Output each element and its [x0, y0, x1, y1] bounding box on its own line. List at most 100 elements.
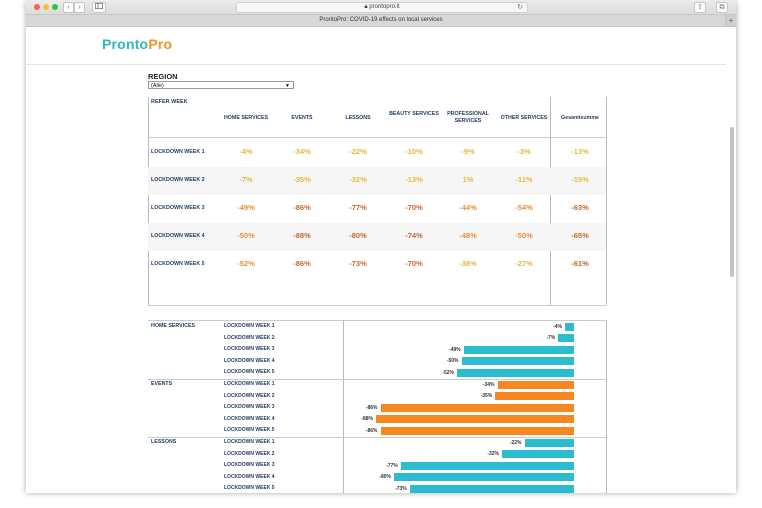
chart-week-label: LOCKDOWN WEEK 4: [224, 415, 275, 422]
column-header: LESSONS: [345, 115, 371, 121]
chart-data-label: -73%: [395, 485, 407, 492]
table-cell: -61%: [571, 259, 589, 268]
scrollbar[interactable]: [730, 127, 734, 277]
table-header-divider: [148, 137, 606, 138]
chart-bar: [524, 438, 574, 447]
table-cell: -50%: [237, 231, 255, 240]
table-cell: -74%: [405, 231, 423, 240]
chart-top-border: [148, 320, 606, 321]
chart-data-label: -4%: [553, 323, 562, 330]
reload-icon[interactable]: ↻: [517, 4, 523, 11]
chart-week-label: LOCKDOWN WEEK 5: [224, 369, 275, 376]
chart-bar: [380, 426, 574, 435]
chart-week-label: LOCKDOWN WEEK 2: [224, 334, 275, 341]
table-cell: -50%: [515, 231, 533, 240]
tab-bar: ProntoPro: COVID-19 effects on local ser…: [26, 15, 736, 27]
chart-bar: [376, 415, 574, 424]
table-cell: -52%: [237, 259, 255, 268]
chart-bar: [502, 450, 574, 459]
chart-data-label: -35%: [480, 393, 493, 400]
table-corner-header: REFER WEEK: [151, 99, 188, 105]
chart-week-label: LOCKDOWN WEEK 5: [224, 427, 275, 434]
chart-bar: [394, 473, 574, 482]
chart-data-label: -34%: [482, 381, 495, 388]
table-row-background: [148, 223, 606, 251]
chart-category-label: EVENTS: [151, 381, 173, 387]
table-cell: -54%: [515, 203, 533, 212]
table-cell: -88%: [293, 231, 311, 240]
address-bar[interactable]: 🔒︎ prontopro.it ↻: [236, 2, 528, 13]
prontopro-logo[interactable]: ProntoPro: [102, 36, 172, 52]
column-header: Gesamtsumme: [561, 115, 599, 121]
chart-week-label: LOCKDOWN WEEK 4: [224, 473, 275, 480]
chart-data-label: -52%: [442, 369, 454, 376]
chart-axis-divider: [343, 320, 344, 493]
chart-week-label: LOCKDOWN WEEK 2: [224, 450, 275, 457]
lock-icon: 🔒︎: [364, 4, 370, 10]
table-cell: -35%: [293, 175, 311, 184]
chart-right-border: [606, 320, 607, 493]
chart-bar: [461, 357, 574, 366]
forward-button[interactable]: ›: [74, 2, 85, 13]
minimize-window-button[interactable]: [43, 4, 49, 10]
chart-week-label: LOCKDOWN WEEK 3: [224, 404, 275, 411]
chart-data-label: -22%: [509, 439, 522, 446]
region-label: REGION: [148, 72, 178, 81]
region-value: (Alle): [151, 83, 164, 89]
column-header: OTHER SERVICES: [500, 115, 548, 121]
table-cell: -48%: [459, 231, 477, 240]
table-cell: -70%: [405, 259, 423, 268]
chart-week-label: LOCKDOWN WEEK 1: [224, 323, 275, 329]
table-cell: -27%: [515, 259, 533, 268]
zoom-window-button[interactable]: [52, 4, 58, 10]
chart-data-label: -32%: [487, 451, 499, 458]
column-header: HOME SERVICES: [223, 115, 269, 121]
column-header: PROFESSIONAL SERVICES: [447, 111, 489, 124]
table-cell: -3%: [517, 147, 531, 156]
logo-part-1: Pronto: [102, 36, 149, 52]
chart-bar: [409, 484, 574, 493]
chart-bar: [380, 403, 574, 412]
back-button[interactable]: ‹: [63, 2, 74, 13]
chart-week-label: LOCKDOWN WEEK 2: [224, 392, 275, 399]
table-cell: -63%: [571, 203, 589, 212]
table-cell: -13%: [571, 147, 589, 156]
table-row-label: LOCKDOWN WEEK 4: [151, 233, 205, 239]
chart-data-label: -88%: [361, 416, 373, 423]
total-column-divider: [550, 97, 551, 305]
chart-group-divider: [148, 437, 606, 438]
chart-bar: [457, 368, 574, 377]
column-header: BEAUTY SERVICES: [389, 111, 439, 117]
table-row-label: LOCKDOWN WEEK 5: [151, 261, 205, 267]
table-cell: -80%: [349, 231, 367, 240]
tabs-overview-button[interactable]: ⧉: [716, 2, 728, 13]
chart-category-label: LESSONS: [151, 439, 177, 445]
table-cell: -13%: [405, 175, 423, 184]
url-text: prontopro.it: [369, 4, 400, 10]
table-cell: -4%: [239, 147, 253, 156]
chart-bar: [558, 334, 574, 343]
chart-data-label: -50%: [446, 358, 459, 365]
sidebar-toggle-button[interactable]: [92, 2, 106, 13]
close-window-button[interactable]: [34, 4, 40, 10]
chart-data-label: -7%: [546, 335, 556, 342]
chart-bar: [497, 380, 574, 389]
table-cell: -10%: [405, 147, 423, 156]
table-cell: -70%: [405, 203, 423, 212]
new-tab-button[interactable]: +: [725, 15, 736, 26]
tab-title[interactable]: ProntoPro: COVID-19 effects on local ser…: [319, 17, 443, 23]
chart-week-label: LOCKDOWN WEEK 1: [224, 439, 275, 445]
table-cell: -65%: [571, 231, 589, 240]
chart-week-label: LOCKDOWN WEEK 1: [224, 381, 275, 387]
table-cell: -44%: [459, 203, 477, 212]
chart-data-label: -80%: [379, 474, 391, 481]
region-dropdown[interactable]: (Alle) ▼: [148, 81, 294, 89]
chart-data-label: -77%: [386, 462, 398, 469]
share-button[interactable]: ⇧: [694, 2, 706, 13]
chart-category-label: HOME SERVICES: [151, 323, 196, 329]
chart-bar: [565, 322, 574, 331]
chart-bar: [400, 461, 574, 470]
table-cell: -7%: [239, 175, 253, 184]
chart-data-label: -86%: [365, 404, 378, 411]
browser-window: ‹ › 🔒︎ prontopro.it ↻ ⇧ ⧉ ProntoPro: COV…: [26, 0, 736, 493]
